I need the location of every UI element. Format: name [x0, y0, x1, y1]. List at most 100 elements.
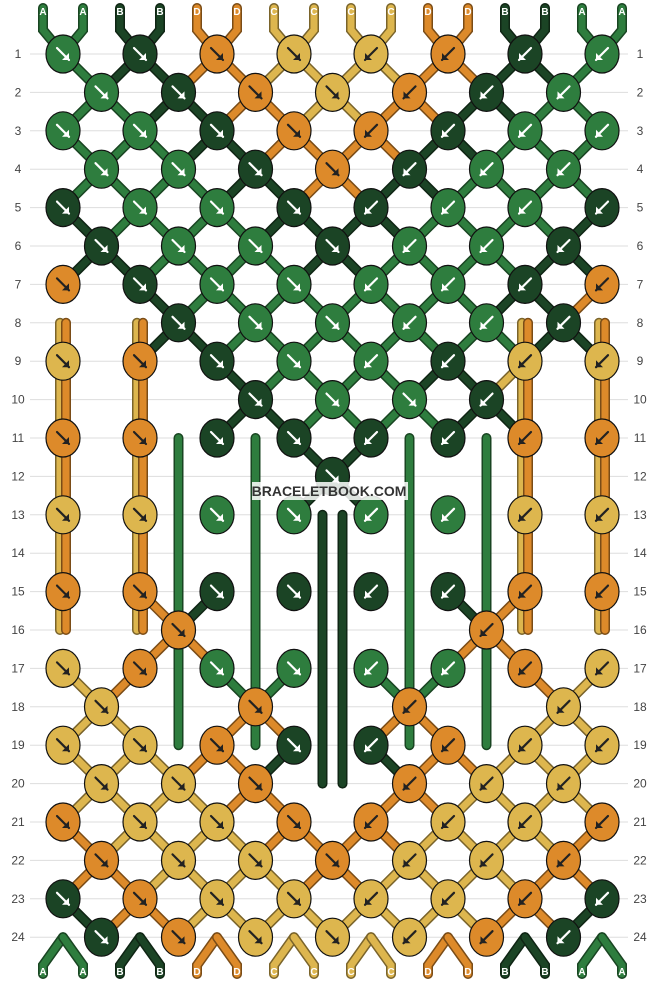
strand-label-bottom: C [387, 967, 394, 978]
arrow-head [442, 360, 449, 368]
arrow-head [557, 245, 565, 252]
knot [391, 840, 428, 881]
arrow-head [216, 897, 223, 905]
knot-layer [45, 34, 620, 957]
arrow-head [177, 782, 185, 790]
knot [276, 111, 312, 151]
row-label-right: 3 [637, 124, 644, 138]
knot [468, 380, 505, 420]
arrow-head [365, 283, 372, 291]
strand-tail-bottom-fill [598, 933, 626, 978]
strand-tail-bottom-fill [578, 933, 606, 978]
knot [391, 226, 428, 266]
arrow-head [519, 53, 526, 60]
row-label-left: 12 [11, 469, 25, 483]
knot [391, 72, 428, 113]
knot [237, 226, 274, 266]
arrow-head [62, 283, 69, 291]
knot [199, 802, 235, 842]
knot [353, 418, 389, 458]
knot [160, 763, 197, 804]
strand-tail-bottom-fill [193, 933, 221, 978]
knot [430, 111, 466, 151]
arrow-head [62, 129, 69, 137]
knot [430, 34, 466, 74]
knot [45, 802, 81, 842]
arrow-head [408, 398, 416, 406]
arrow-head [403, 782, 411, 790]
arrow-head [62, 744, 69, 752]
knot [122, 725, 158, 765]
arrow-head [442, 821, 449, 828]
strand-label-top: C [310, 7, 317, 18]
arrow-head [480, 245, 488, 252]
row-label-right: 2 [637, 85, 644, 99]
arrow-head [519, 360, 526, 368]
arrow-head [62, 513, 69, 521]
arrow-head [293, 590, 300, 598]
strand-label-bottom: B [541, 967, 548, 978]
arrow-head [177, 321, 185, 329]
watermark: BRACELETBOOK.COM [252, 483, 407, 499]
arrow-head [139, 437, 146, 444]
strand-tail-bottom-fill [424, 933, 452, 978]
strand-label-bottom: C [310, 967, 317, 978]
knot [160, 72, 197, 113]
arrow-head [480, 782, 488, 790]
knot [199, 188, 235, 228]
knot [122, 879, 158, 919]
row-label-right: 18 [633, 700, 647, 714]
arrow-head [139, 590, 146, 598]
arrow-head [403, 321, 411, 329]
knot [545, 149, 582, 189]
knot [45, 879, 81, 919]
knot [430, 495, 466, 535]
arrow-head [100, 859, 108, 867]
strand-tail-bottom-fill [116, 933, 144, 978]
knot [276, 264, 312, 304]
arrow-head [139, 897, 146, 905]
knot [391, 149, 428, 189]
knot [468, 303, 505, 343]
row-label-left: 13 [11, 508, 25, 522]
arrow-head [519, 821, 526, 828]
knot [199, 648, 235, 689]
knot [83, 763, 120, 804]
knot [584, 495, 620, 535]
arrow-head [442, 667, 449, 675]
strand-label-top: C [347, 7, 354, 18]
knot [199, 879, 235, 919]
knot [276, 725, 312, 765]
knot [314, 917, 351, 957]
row-label-right: 8 [637, 316, 644, 330]
arrow-head [365, 821, 372, 828]
row-label-left: 24 [11, 930, 25, 944]
knot [430, 802, 466, 842]
knot [507, 879, 543, 919]
row-label-left: 8 [15, 316, 22, 330]
knot [199, 34, 235, 74]
arrow-head [596, 667, 603, 675]
arrow-head [62, 53, 69, 60]
arrow-head [331, 475, 339, 483]
arrow-head [596, 437, 603, 444]
arrow-head [100, 782, 108, 790]
arrow-head [331, 245, 339, 252]
knot [122, 418, 158, 458]
row-label-left: 15 [11, 585, 25, 599]
arrow-head [557, 782, 565, 790]
knot [430, 418, 466, 458]
arrow-head [216, 513, 223, 521]
knot [584, 571, 620, 612]
arrow-head [100, 705, 108, 713]
arrow-head [254, 705, 262, 713]
row-label-right: 13 [633, 508, 647, 522]
knot [199, 341, 235, 381]
row-label-right: 20 [633, 777, 647, 791]
strand-tail-bottom-fill [521, 933, 549, 978]
knot [237, 917, 274, 957]
knot [237, 303, 274, 343]
